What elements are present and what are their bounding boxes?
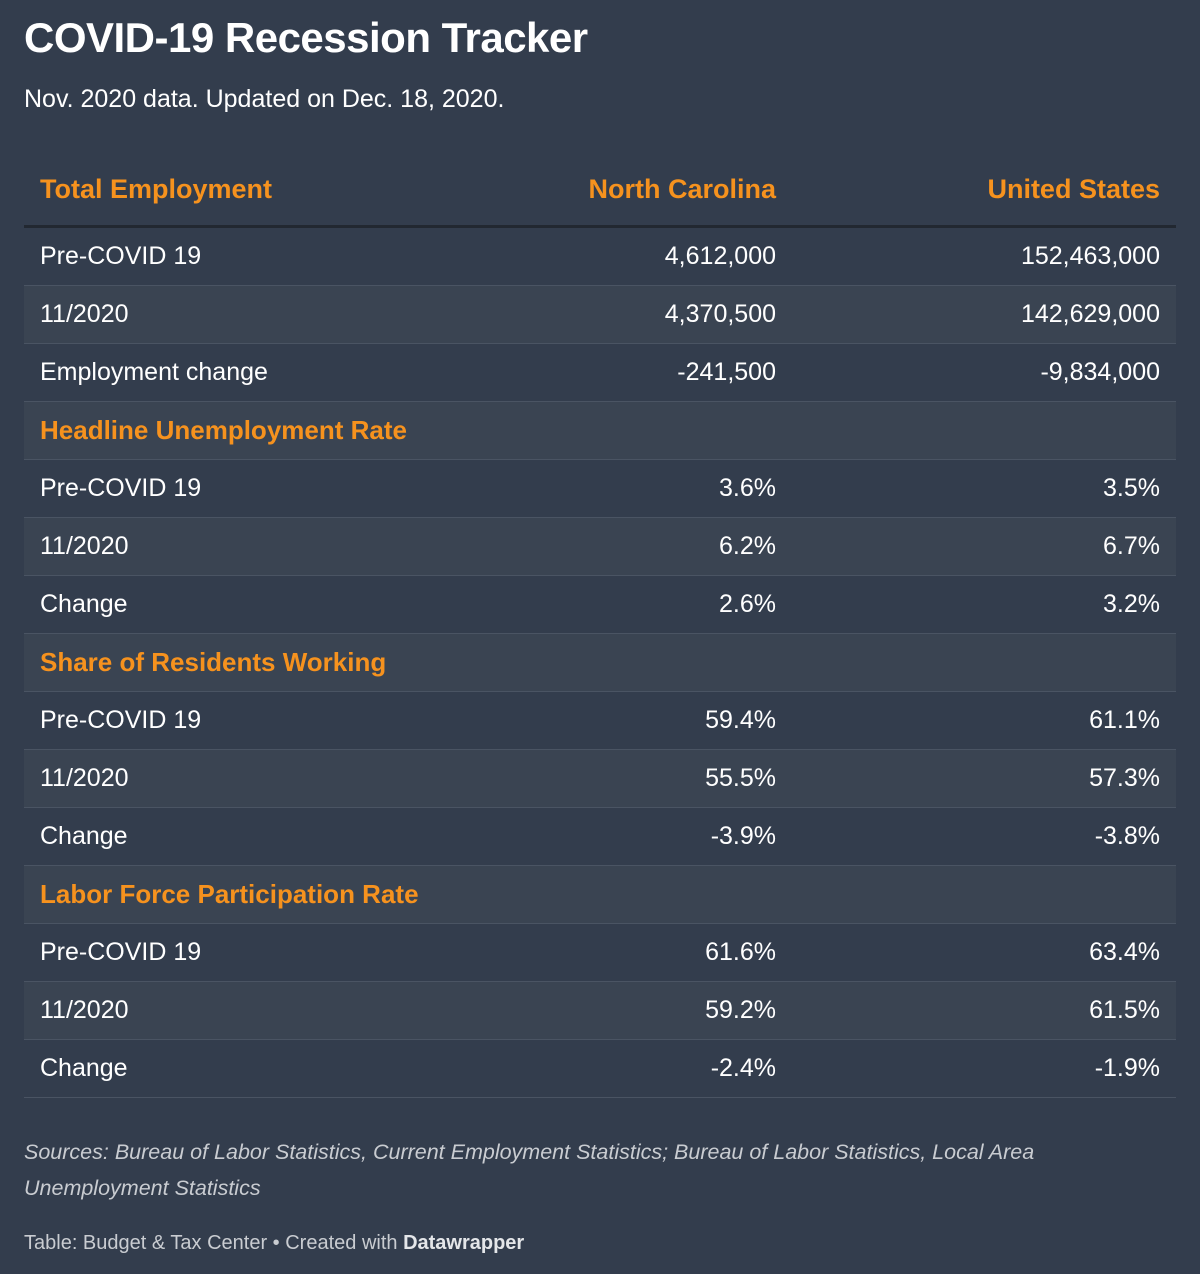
united-states-value: 63.4% [1089,938,1160,966]
row-label: Pre-COVID 19 [40,706,202,734]
section-title: Headline Unemployment Rate [40,415,407,445]
data-table: Total Employment North Carolina United S… [24,154,1176,1098]
table-row: Pre-COVID 19 59.4% 61.1% [24,692,1176,750]
row-label: Employment change [40,358,268,386]
row-label: Change [40,822,128,850]
north-carolina-value: 2.6% [719,590,776,618]
north-carolina-value: -3.9% [710,822,776,850]
table-row: Change -2.4% -1.9% [24,1040,1176,1098]
united-states-value: 142,629,000 [1020,300,1160,328]
table-row: 11/2020 59.2% 61.5% [24,982,1176,1040]
united-states-value: 61.5% [1089,996,1160,1024]
sources-note: Sources: Bureau of Labor Statistics, Cur… [24,1140,1035,1200]
row-label: Change [40,1054,128,1082]
table-header-row: Total Employment North Carolina United S… [24,154,1176,228]
north-carolina-value: 61.6% [705,938,776,966]
table-row: Change -3.9% -3.8% [24,808,1176,866]
credit-prefix: Table: Budget & Tax Center • Created wit… [24,1232,404,1254]
table-row: 11/2020 6.2% 6.7% [24,518,1176,576]
north-carolina-value: 55.5% [705,764,776,792]
united-states-value: 152,463,000 [1020,242,1160,270]
row-label: 11/2020 [40,996,129,1024]
north-carolina-value: -2.4% [710,1054,776,1082]
section-title: Share of Residents Working [40,647,387,677]
section-header-row: Share of Residents Working [24,634,1176,692]
united-states-value: 3.2% [1103,590,1160,618]
row-label: 11/2020 [40,764,129,792]
chart-title: COVID-19 Recession Tracker [24,14,588,61]
section-header-row: Headline Unemployment Rate [24,402,1176,460]
table-row: 11/2020 4,370,500 142,629,000 [24,286,1176,344]
table-row: Pre-COVID 19 4,612,000 152,463,000 [24,228,1176,286]
north-carolina-value: 4,370,500 [664,300,776,328]
united-states-value: -9,834,000 [1040,358,1160,386]
north-carolina-value: 59.2% [705,996,776,1024]
row-label: 11/2020 [40,532,129,560]
column-header-north-carolina[interactable]: North Carolina [588,174,776,204]
table-row: Pre-COVID 19 61.6% 63.4% [24,924,1176,982]
datawrapper-link[interactable]: Datawrapper [403,1232,525,1254]
section-header-row: Labor Force Participation Rate [24,866,1176,924]
united-states-value: -3.8% [1094,822,1160,850]
united-states-value: -1.9% [1094,1054,1160,1082]
section-title: Labor Force Participation Rate [40,879,419,909]
table-row: Employment change -241,500 -9,834,000 [24,344,1176,402]
table-row: Pre-COVID 19 3.6% 3.5% [24,460,1176,518]
row-label: Change [40,590,128,618]
north-carolina-value: 6.2% [719,532,776,560]
north-carolina-value: 3.6% [719,474,776,502]
united-states-value: 3.5% [1103,474,1160,502]
united-states-value: 61.1% [1089,706,1160,734]
united-states-value: 57.3% [1089,764,1160,792]
north-carolina-value: 59.4% [705,706,776,734]
united-states-value: 6.7% [1103,532,1160,560]
column-header-category[interactable]: Total Employment [40,174,273,204]
row-label: Pre-COVID 19 [40,474,202,502]
row-label: Pre-COVID 19 [40,938,202,966]
table-row: 11/2020 55.5% 57.3% [24,750,1176,808]
chart-subtitle: Nov. 2020 data. Updated on Dec. 18, 2020… [24,85,505,113]
row-label: Pre-COVID 19 [40,242,202,270]
north-carolina-value: -241,500 [677,358,776,386]
row-label: 11/2020 [40,300,129,328]
table-body: Pre-COVID 19 4,612,000 152,463,000 11/2020 4… [24,228,1176,1098]
table-row: Change 2.6% 3.2% [24,576,1176,634]
north-carolina-value: 4,612,000 [664,242,776,270]
credit-line: Table: Budget & Tax Center • Created wit… [24,1228,524,1258]
column-header-united-states[interactable]: United States [987,174,1160,204]
